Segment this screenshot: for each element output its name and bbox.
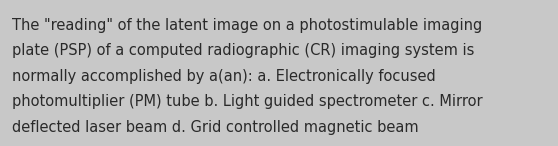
Text: photomultiplier (PM) tube b. Light guided spectrometer c. Mirror: photomultiplier (PM) tube b. Light guide…: [12, 94, 483, 109]
Text: deflected laser beam d. Grid controlled magnetic beam: deflected laser beam d. Grid controlled …: [12, 120, 419, 135]
Text: plate (PSP) of a computed radiographic (CR) imaging system is: plate (PSP) of a computed radiographic (…: [12, 43, 475, 58]
Text: normally accomplished by a(an): a. Electronically focused: normally accomplished by a(an): a. Elect…: [12, 69, 436, 84]
Text: The "reading" of the latent image on a photostimulable imaging: The "reading" of the latent image on a p…: [12, 18, 483, 33]
